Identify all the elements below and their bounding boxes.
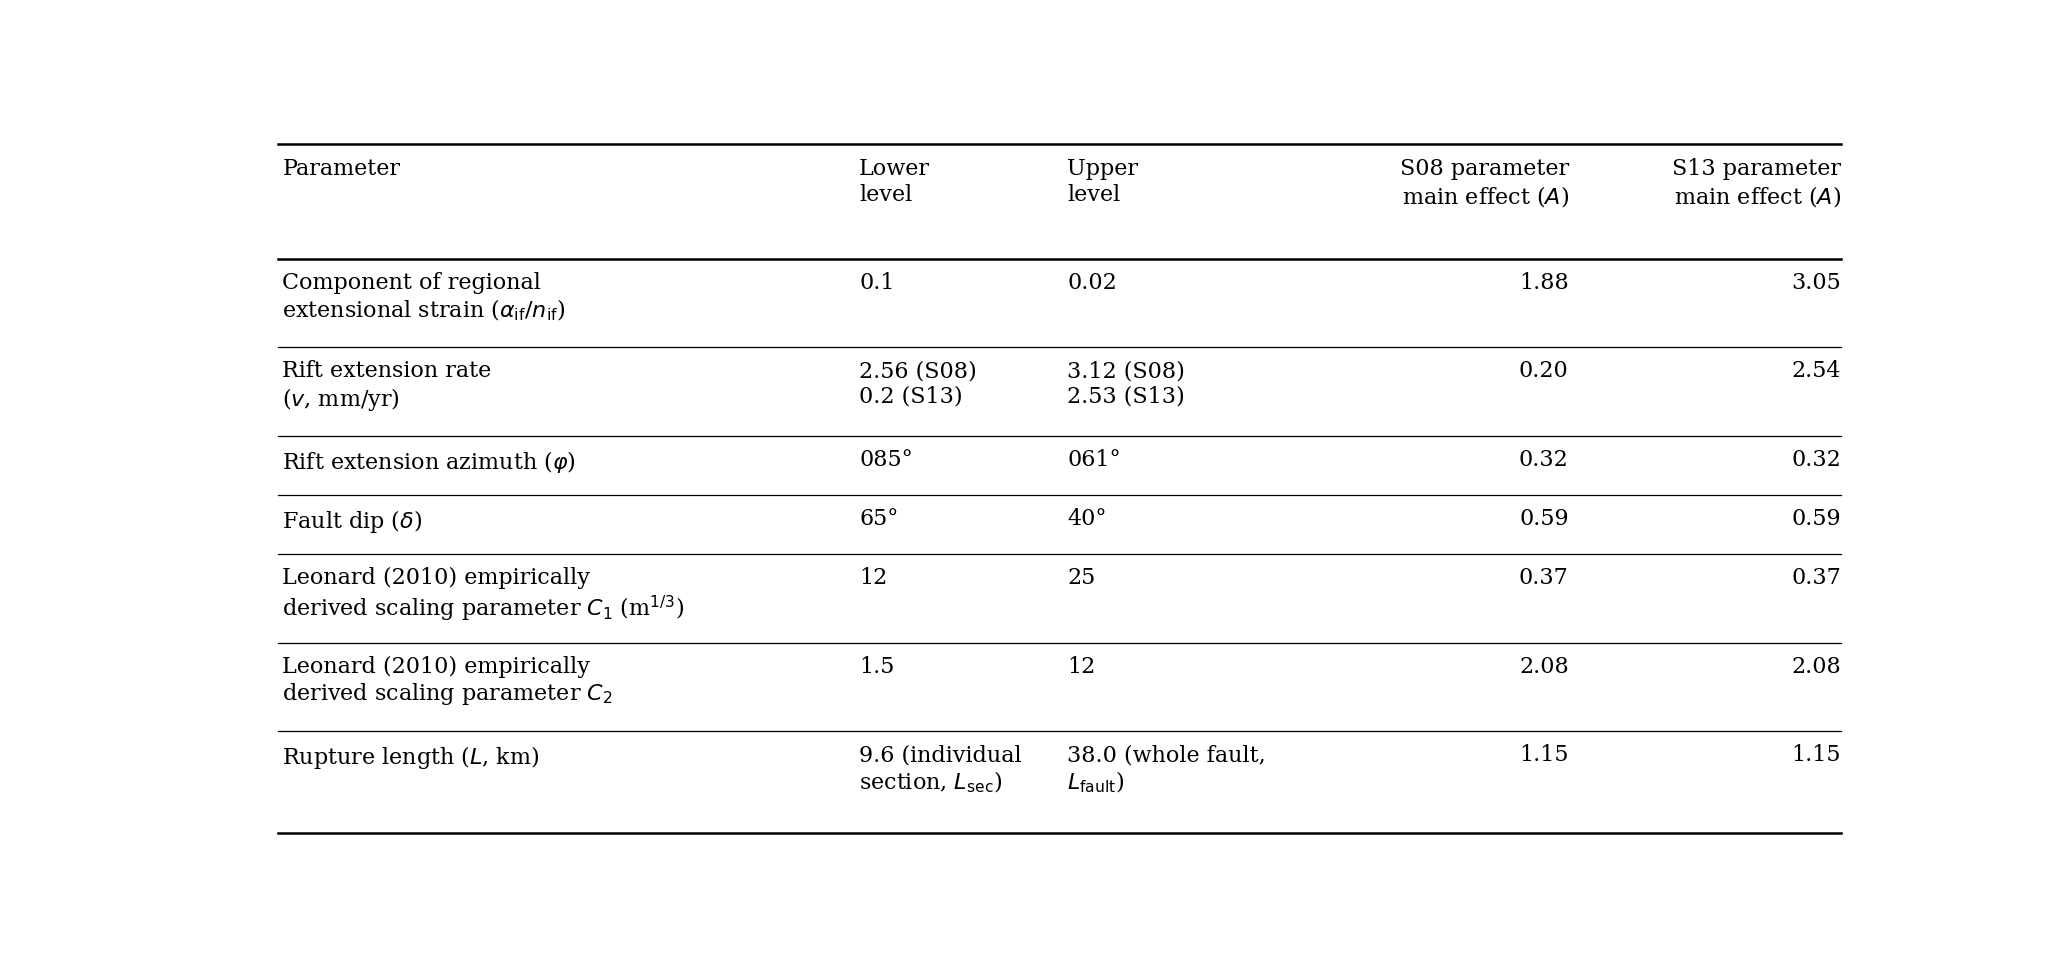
Text: 0.32: 0.32 xyxy=(1519,449,1569,470)
Text: Upper
level: Upper level xyxy=(1067,159,1139,206)
Text: 1.15: 1.15 xyxy=(1519,744,1569,765)
Text: 0.37: 0.37 xyxy=(1519,566,1569,588)
Text: S08 parameter
main effect ($A$): S08 parameter main effect ($A$) xyxy=(1399,159,1569,209)
Text: 085°: 085° xyxy=(860,449,914,470)
Text: Rupture length ($L$, km): Rupture length ($L$, km) xyxy=(283,744,539,771)
Text: 2.08: 2.08 xyxy=(1792,654,1842,677)
Text: 12: 12 xyxy=(860,566,887,588)
Text: 1.5: 1.5 xyxy=(860,654,895,677)
Text: 40°: 40° xyxy=(1067,507,1106,530)
Text: 0.59: 0.59 xyxy=(1792,507,1842,530)
Text: 061°: 061° xyxy=(1067,449,1120,470)
Text: 2.54: 2.54 xyxy=(1792,360,1842,382)
Text: S13 parameter
main effect ($A$): S13 parameter main effect ($A$) xyxy=(1672,159,1842,209)
Text: 0.59: 0.59 xyxy=(1519,507,1569,530)
Text: 2.08: 2.08 xyxy=(1519,654,1569,677)
Text: Component of regional
extensional strain ($\alpha_{\mathrm{if}}/n_{\mathrm{if}}$: Component of regional extensional strain… xyxy=(283,271,566,323)
Text: 2.56 (S08)
0.2 (S13): 2.56 (S08) 0.2 (S13) xyxy=(860,360,978,407)
Text: Lower
level: Lower level xyxy=(860,159,930,206)
Text: 1.88: 1.88 xyxy=(1519,271,1569,293)
Text: 3.12 (S08)
2.53 (S13): 3.12 (S08) 2.53 (S13) xyxy=(1067,360,1184,407)
Text: Leonard (2010) empirically
derived scaling parameter $C_2$: Leonard (2010) empirically derived scali… xyxy=(283,654,614,706)
Text: Rift extension rate
($v$, mm/yr): Rift extension rate ($v$, mm/yr) xyxy=(283,360,492,413)
Text: 0.37: 0.37 xyxy=(1792,566,1842,588)
Text: 0.1: 0.1 xyxy=(860,271,895,293)
Text: 1.15: 1.15 xyxy=(1792,744,1842,765)
Text: 65°: 65° xyxy=(860,507,899,530)
Text: 12: 12 xyxy=(1067,654,1096,677)
Text: 25: 25 xyxy=(1067,566,1096,588)
Text: 0.20: 0.20 xyxy=(1519,360,1569,382)
Text: Parameter: Parameter xyxy=(283,159,401,181)
Text: 0.32: 0.32 xyxy=(1792,449,1842,470)
Text: 0.02: 0.02 xyxy=(1067,271,1116,293)
Text: 3.05: 3.05 xyxy=(1792,271,1842,293)
Text: Fault dip ($\delta$): Fault dip ($\delta$) xyxy=(283,507,422,534)
Text: 38.0 (whole fault,
$L_{\mathrm{fault}}$): 38.0 (whole fault, $L_{\mathrm{fault}}$) xyxy=(1067,744,1267,795)
Text: Rift extension azimuth ($\varphi$): Rift extension azimuth ($\varphi$) xyxy=(283,449,577,475)
Text: 9.6 (individual
section, $L_{\mathrm{sec}}$): 9.6 (individual section, $L_{\mathrm{sec… xyxy=(860,744,1021,795)
Text: Leonard (2010) empirically
derived scaling parameter $C_1$ (m$^{1/3}$): Leonard (2010) empirically derived scali… xyxy=(283,566,684,623)
